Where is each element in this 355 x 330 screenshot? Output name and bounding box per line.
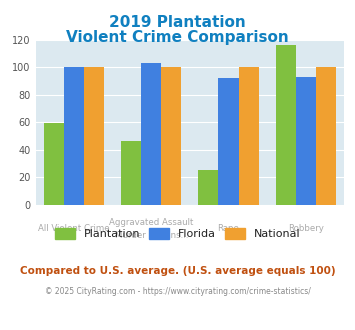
Bar bbox=[296, 77, 316, 205]
Bar bbox=[198, 170, 218, 205]
Text: © 2025 CityRating.com - https://www.cityrating.com/crime-statistics/: © 2025 CityRating.com - https://www.city… bbox=[45, 287, 310, 296]
Bar bbox=[275, 45, 296, 205]
Text: Aggravated Assault: Aggravated Assault bbox=[109, 218, 193, 227]
Bar bbox=[162, 67, 181, 205]
Text: All Violent Crime: All Violent Crime bbox=[38, 224, 110, 233]
Text: Murder & Mans...: Murder & Mans... bbox=[115, 231, 188, 240]
Text: Robbery: Robbery bbox=[288, 224, 324, 233]
Bar bbox=[239, 67, 259, 205]
Text: Compared to U.S. average. (U.S. average equals 100): Compared to U.S. average. (U.S. average … bbox=[20, 266, 335, 276]
Text: 2019 Plantation: 2019 Plantation bbox=[109, 15, 246, 30]
Bar bbox=[218, 78, 239, 205]
Bar bbox=[44, 123, 64, 205]
Legend: Plantation, Florida, National: Plantation, Florida, National bbox=[50, 223, 305, 244]
Bar bbox=[316, 67, 336, 205]
Bar bbox=[84, 67, 104, 205]
Text: Rape: Rape bbox=[218, 224, 240, 233]
Bar bbox=[121, 141, 141, 205]
Text: Violent Crime Comparison: Violent Crime Comparison bbox=[66, 30, 289, 45]
Bar bbox=[64, 67, 84, 205]
Bar bbox=[141, 63, 162, 205]
